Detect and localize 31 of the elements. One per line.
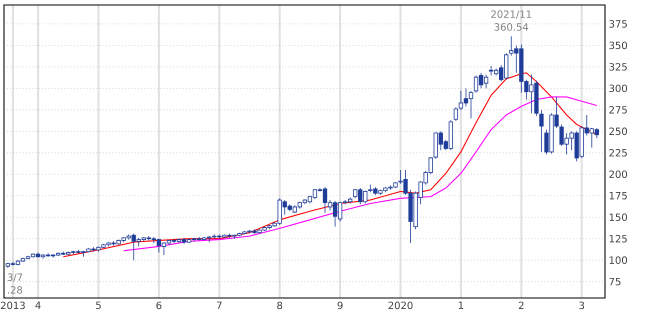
x-tick-label: 2020 [388, 302, 413, 310]
line-series [123, 96, 598, 252]
x-tick-label: 2013 [0, 302, 25, 310]
x-tick-label: 7 [216, 302, 222, 309]
x-tick-label: 2 [518, 302, 524, 310]
y-tick-label: 75 [609, 278, 620, 286]
y-tick-label: 150 [610, 213, 628, 222]
annotation: .28 [8, 286, 22, 294]
y-tick-label: 375 [609, 20, 627, 28]
y-tick-label: 300 [609, 84, 628, 92]
candlestick [539, 109, 544, 152]
y-tick-label: 175 [610, 192, 627, 200]
y-tick-label: 325 [609, 63, 627, 71]
annotation: 3/7 [8, 273, 22, 282]
candlestick [454, 106, 458, 122]
annotation: 360.54 [494, 23, 528, 31]
y-tick-label: 200 [609, 170, 628, 178]
y-tick-label: 250 [609, 128, 628, 136]
x-tick-label: 1 [458, 302, 464, 309]
x-tick-label: 6 [156, 302, 162, 310]
x-tick-label: 4 [35, 302, 41, 309]
y-tick-label: 275 [609, 106, 627, 114]
x-tick-label: 9 [338, 302, 343, 310]
y-tick-label: 100 [610, 256, 628, 264]
x-tick-label: 5 [96, 302, 101, 310]
x-tick-label: 8 [277, 302, 282, 310]
y-tick-label: 350 [609, 42, 628, 50]
annotation: 2021/11 [491, 10, 532, 19]
x-tick-label: 3 [579, 302, 584, 310]
y-tick-label: 225 [609, 149, 627, 157]
y-tick-label: 125 [610, 234, 627, 242]
